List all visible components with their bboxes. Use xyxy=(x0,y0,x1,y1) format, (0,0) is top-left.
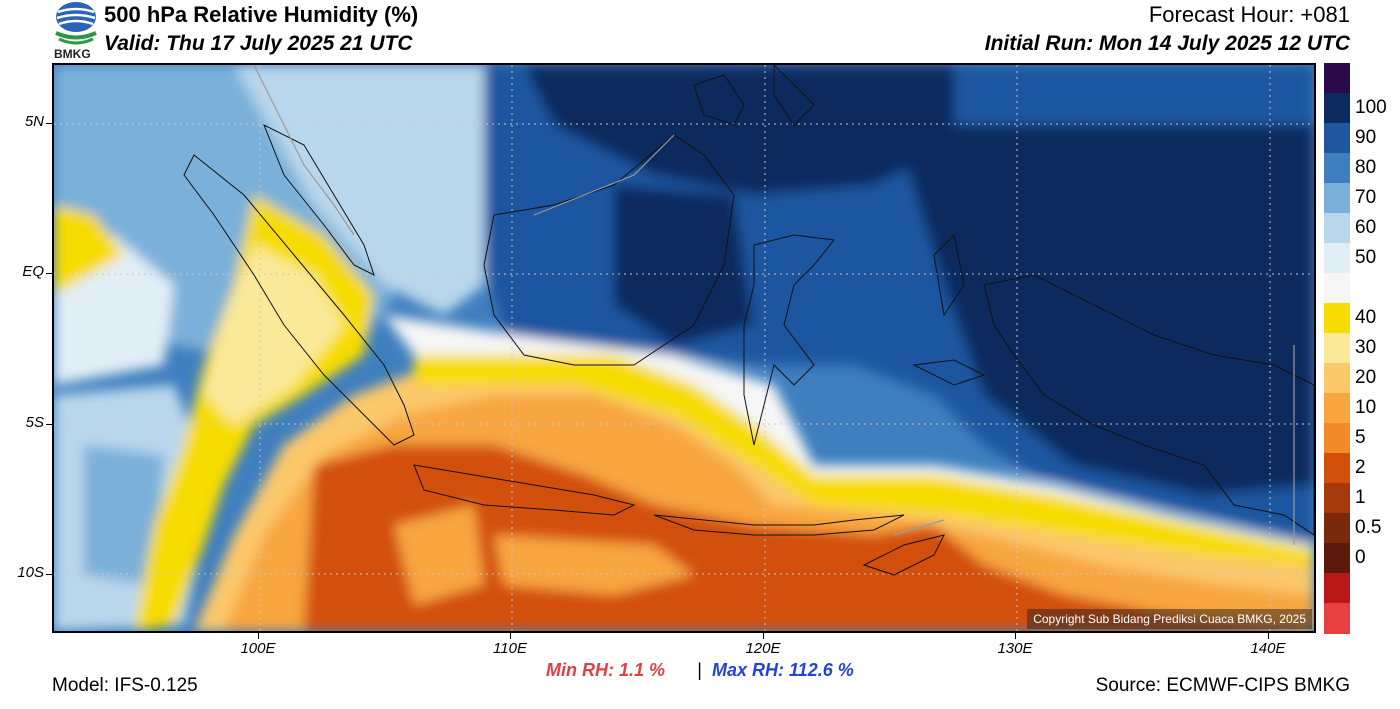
colorbar-label: 50 xyxy=(1355,247,1377,268)
bmkg-logo xyxy=(51,0,101,60)
colorbar-label: 0.5 xyxy=(1355,517,1382,538)
colorbar-segment xyxy=(1324,603,1350,634)
lon-label-100e: 100E xyxy=(240,640,276,657)
colorbar-segment xyxy=(1324,213,1350,244)
lon-tick xyxy=(258,633,259,639)
colorbar-label: 70 xyxy=(1355,187,1377,208)
colorbar-segment xyxy=(1324,573,1350,604)
colorbar-segment xyxy=(1324,333,1350,364)
colorbar-label: 90 xyxy=(1355,127,1377,148)
lat-label-eq: EQ xyxy=(22,263,44,280)
colorbar-segment xyxy=(1324,153,1350,184)
colorbar xyxy=(1324,63,1350,634)
min-rh: Min RH: 1.1 % xyxy=(546,660,666,680)
model-name: Model: IFS-0.125 xyxy=(52,675,198,696)
max-rh: Max RH: 112.6 % xyxy=(712,660,854,680)
colorbar-segment xyxy=(1324,513,1350,544)
colorbar-segment xyxy=(1324,93,1350,124)
colorbar-label: 1 xyxy=(1355,487,1366,508)
lat-label-5n: 5N xyxy=(24,113,44,130)
colorbar-label: 40 xyxy=(1355,307,1377,328)
lon-tick xyxy=(1015,633,1016,639)
valid-time: Valid: Thu 17 July 2025 21 UTC xyxy=(104,32,413,55)
colorbar-segment xyxy=(1324,303,1350,334)
humidity-map[interactable]: Copyright Sub Bidang Prediksi Cuaca BMKG… xyxy=(52,63,1316,633)
colorbar-label: 10 xyxy=(1355,397,1377,418)
lon-tick xyxy=(510,633,511,639)
lat-tick xyxy=(46,123,52,124)
map-title: 500 hPa Relative Humidity (%) xyxy=(104,2,419,27)
colorbar-label: 20 xyxy=(1355,367,1377,388)
lon-tick xyxy=(763,633,764,639)
lon-label-130e: 130E xyxy=(997,640,1033,657)
lon-label-140e: 140E xyxy=(1250,640,1286,657)
stats-separator: | xyxy=(697,660,702,680)
colorbar-segment xyxy=(1324,393,1350,424)
colorbar-segment xyxy=(1324,363,1350,394)
lat-tick xyxy=(46,273,52,274)
lon-tick xyxy=(1268,633,1269,639)
lat-label-5s: 5S xyxy=(25,414,44,431)
colorbar-segment xyxy=(1324,453,1350,484)
colorbar-segment xyxy=(1324,63,1350,94)
lat-tick xyxy=(46,574,52,575)
colorbar-segment xyxy=(1324,273,1350,304)
lat-tick xyxy=(46,424,52,425)
colorbar-segment xyxy=(1324,423,1350,454)
data-source: Source: ECMWF-CIPS BMKG xyxy=(1095,675,1350,696)
colorbar-label: 30 xyxy=(1355,337,1377,358)
colorbar-label: 60 xyxy=(1355,217,1377,238)
colorbar-segment xyxy=(1324,543,1350,574)
logo-text: BMKG xyxy=(54,47,91,61)
colorbar-label: 100 xyxy=(1355,97,1387,118)
initial-run: Initial Run: Mon 14 July 2025 12 UTC xyxy=(984,32,1350,55)
colorbar-segment xyxy=(1324,483,1350,514)
colorbar-segment xyxy=(1324,123,1350,154)
lat-label-10s: 10S xyxy=(17,564,44,581)
colorbar-label: 5 xyxy=(1355,427,1366,448)
colorbar-label: 2 xyxy=(1355,457,1366,478)
colorbar-label: 0 xyxy=(1355,547,1366,568)
colorbar-segment xyxy=(1324,183,1350,214)
colorbar-label: 80 xyxy=(1355,157,1377,178)
copyright-note: Copyright Sub Bidang Prediksi Cuaca BMKG… xyxy=(1027,609,1312,629)
forecast-hour: Forecast Hour: +081 xyxy=(1148,2,1350,27)
lon-label-120e: 120E xyxy=(745,640,781,657)
lon-label-110e: 110E xyxy=(493,640,527,657)
colorbar-segment xyxy=(1324,243,1350,274)
